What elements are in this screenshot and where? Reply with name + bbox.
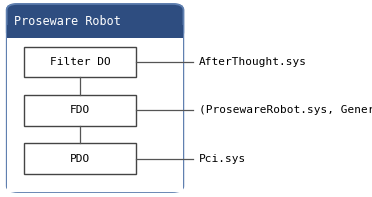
Bar [7,25,183,38]
Text: Filter DO: Filter DO [49,57,110,67]
Text: FDO: FDO [70,105,90,115]
Text: PDO: PDO [70,154,90,164]
FancyBboxPatch shape [7,4,183,38]
Bar [24,95,136,126]
Text: AfterThought.sys: AfterThought.sys [199,57,307,67]
Bar [7,38,183,192]
Bar [24,143,136,174]
Text: Pci.sys: Pci.sys [199,154,246,164]
FancyBboxPatch shape [7,4,183,192]
Text: Proseware Robot: Proseware Robot [14,15,121,28]
Bar [24,47,136,77]
Text: (ProsewareRobot.sys, GeneralRobot.sys): (ProsewareRobot.sys, GeneralRobot.sys) [199,105,372,115]
